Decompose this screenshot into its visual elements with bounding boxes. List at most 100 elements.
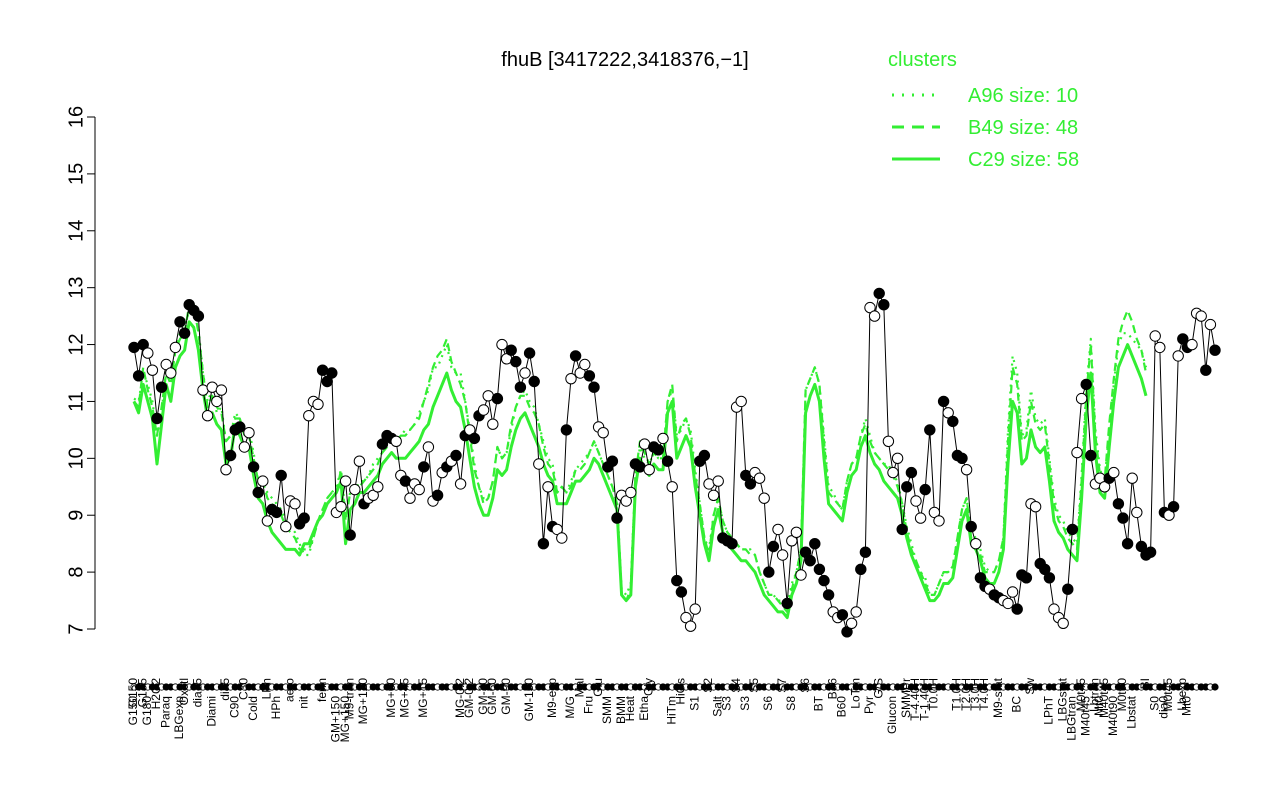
data-point xyxy=(790,526,803,538)
data-point xyxy=(211,395,223,408)
data-point xyxy=(339,475,352,487)
data-point xyxy=(523,347,536,359)
data-point xyxy=(174,316,186,328)
x-tick-label: B36 xyxy=(825,678,839,700)
data-point xyxy=(891,452,904,464)
data-point xyxy=(169,341,182,354)
data-point xyxy=(910,495,922,507)
x-tick-label: M9-exp xyxy=(545,678,559,718)
data-point xyxy=(1204,318,1217,331)
x-tick-label: GM+150 xyxy=(329,696,343,743)
x-tick-label: SMM xyxy=(600,696,614,724)
data-point xyxy=(937,395,950,408)
x-tick-label: T4.0H xyxy=(977,678,991,711)
legend-label-b49: B49 size: 48 xyxy=(968,117,1078,139)
chart-title: fhuB [3417222,3418376,−1] xyxy=(501,49,748,71)
data-point xyxy=(1020,572,1033,584)
x-tick-label: S2 xyxy=(701,678,715,693)
data-point xyxy=(413,483,425,496)
x-tick-label: Mt0 xyxy=(1180,696,1194,716)
data-point xyxy=(344,529,356,541)
data-point xyxy=(142,347,154,359)
data-point xyxy=(1029,501,1042,513)
x-tick-label: HPh xyxy=(269,696,283,719)
x-tick-label: M0t90 xyxy=(1115,678,1129,712)
data-point xyxy=(1066,523,1079,536)
x-tick-label: Etha xyxy=(637,696,651,721)
data-point xyxy=(454,478,467,490)
data-point xyxy=(758,492,770,504)
x-tick-label: Fru xyxy=(582,696,596,714)
x-tick-label: M0t45 xyxy=(1161,678,1175,712)
x-tick-label: LBGstat xyxy=(1055,677,1069,721)
x-tick-label: Diami xyxy=(204,696,218,727)
data-point xyxy=(588,381,600,393)
data-point xyxy=(533,458,545,470)
data-point xyxy=(569,350,582,362)
x-tick-label: M40t90 xyxy=(1106,696,1120,736)
data-point xyxy=(744,478,757,490)
y-tick-label: 11 xyxy=(65,391,87,412)
data-point xyxy=(1149,330,1161,342)
x-tick-label: HiTm xyxy=(664,696,678,725)
data-point xyxy=(942,407,954,419)
data-point xyxy=(1200,364,1212,376)
data-point xyxy=(1043,572,1056,584)
data-point xyxy=(970,538,982,550)
data-point xyxy=(933,515,945,527)
data-point xyxy=(776,549,789,561)
x-tick-label: M/G xyxy=(563,696,577,719)
data-point xyxy=(542,481,554,493)
data-point xyxy=(372,481,384,493)
data-point xyxy=(243,427,255,439)
x-tick-label: T2.0H xyxy=(959,678,973,711)
data-point xyxy=(1117,512,1129,524)
x-tick-label: MG+150 xyxy=(338,696,352,743)
data-point xyxy=(809,538,821,550)
data-point xyxy=(349,483,361,496)
data-point xyxy=(675,586,688,598)
x-tick-label: M0t45 xyxy=(1074,678,1088,712)
x-tick-label: S3 xyxy=(720,696,734,711)
data-point xyxy=(178,327,191,339)
data-point xyxy=(275,469,287,482)
data-point xyxy=(326,367,338,379)
data-point xyxy=(795,569,807,581)
x-tick-label: T3.0H xyxy=(968,678,982,711)
data-point xyxy=(813,563,826,575)
x-tick-label: LoTm xyxy=(848,678,862,709)
data-point xyxy=(1154,341,1166,354)
x-tick-label: Mal xyxy=(572,678,586,697)
x-tick-label: G150 xyxy=(126,696,140,726)
data-point xyxy=(1002,597,1014,610)
data-point xyxy=(712,475,724,487)
y-tick-label: 7 xyxy=(65,623,87,634)
x-tick-label: H2O2 xyxy=(149,678,163,710)
x-tick-label: G180 xyxy=(140,696,154,726)
x-tick-label: G/S xyxy=(871,678,885,699)
x-tick-label: GM-150 xyxy=(522,678,536,722)
x-tick-label: S7 xyxy=(775,678,789,693)
data-point xyxy=(477,404,490,416)
legend-title: clusters xyxy=(888,49,957,71)
x-tick-label: Lbstat xyxy=(1124,695,1138,728)
x-tick-label: GM-90 xyxy=(499,678,513,715)
data-point xyxy=(491,392,504,405)
data-point xyxy=(261,515,274,527)
data-point xyxy=(919,483,931,496)
x-tick-label: T-1.40H xyxy=(917,678,931,721)
data-point xyxy=(901,481,913,493)
data-point xyxy=(956,452,968,464)
data-point xyxy=(1131,506,1143,519)
data-point xyxy=(643,464,655,476)
x-tick-label: T0.0H xyxy=(927,678,941,711)
data-point xyxy=(146,364,159,376)
x-tick-label: S0 xyxy=(1147,696,1161,711)
data-point xyxy=(845,617,858,629)
data-point xyxy=(1080,378,1092,391)
data-point xyxy=(657,432,669,445)
x-tick-label: Gly xyxy=(641,678,655,696)
data-point xyxy=(666,481,678,493)
data-point xyxy=(652,444,665,456)
